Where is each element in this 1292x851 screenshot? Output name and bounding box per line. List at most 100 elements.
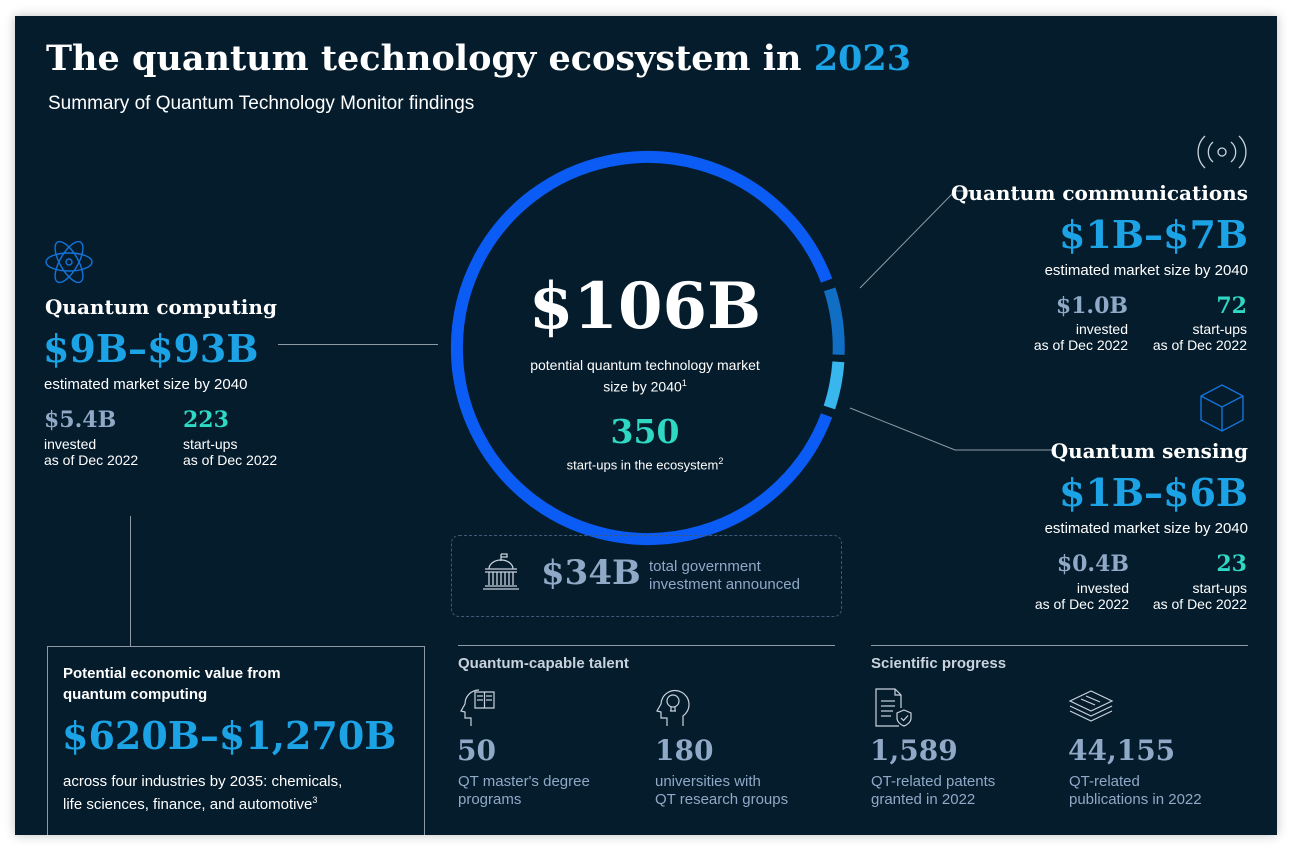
economic-value-box <box>47 646 425 835</box>
sensing-invested-line1: invested <box>1076 580 1129 596</box>
computing-range-caption: estimated market size by 2040 <box>44 376 248 393</box>
ecosystem-startups-caption: start-ups in the ecosystem2 <box>495 456 795 472</box>
talent-universities-value: 180 <box>655 734 714 767</box>
connector-lines <box>849 190 1055 451</box>
total-market-caption-line2: size by 20401 <box>495 374 795 396</box>
talent-universities-line1: universities with <box>655 773 761 790</box>
computing-connector-line <box>278 344 438 345</box>
science-patents-caption: QT-related patents granted in 2022 <box>871 773 995 809</box>
sensing-invested-caption: invested as of Dec 2022 <box>1035 580 1129 612</box>
science-publications-caption: QT-related publications in 2022 <box>1069 773 1202 809</box>
footnote-2: 2 <box>718 456 724 466</box>
total-market-caption-line1: potential quantum technology market <box>530 357 760 373</box>
sensing-startups-value: 23 <box>1216 551 1247 577</box>
sensing-startups-line2: as of Dec 2022 <box>1152 596 1247 612</box>
communications-invested-line1: invested <box>1075 321 1128 337</box>
science-patents-line1: QT-related patents <box>871 773 996 790</box>
title-text: The quantum technology ecosystem in <box>46 38 814 79</box>
page-title: The quantum technology ecosystem in 2023 <box>46 38 911 79</box>
talent-heading: Quantum-capable talent <box>458 655 629 672</box>
economic-value-title: Potential economic value from quantum co… <box>63 663 281 705</box>
economic-caption-line1: across four industries by 2035: chemical… <box>63 773 343 790</box>
head-lightbulb-icon <box>653 686 693 728</box>
talent-divider <box>458 645 835 646</box>
total-market-value: $106B <box>528 269 762 344</box>
signal-waves-icon <box>1191 132 1253 172</box>
sensing-connector-line <box>849 407 1055 451</box>
science-heading: Scientific progress <box>871 655 1007 672</box>
computing-invested-line2: as of Dec 2022 <box>44 452 139 468</box>
sensing-market-range: $1B–$6B <box>1059 470 1248 515</box>
ecosystem-startups-text: start-ups in the ecosystem <box>566 457 719 473</box>
computing-startups-line2: as of Dec 2022 <box>183 452 278 468</box>
government-building-icon <box>481 552 521 592</box>
communications-invested-caption: invested as of Dec 2022 <box>1034 321 1128 353</box>
government-investment-box <box>451 535 842 617</box>
sensing-startups-caption: start-ups as of Dec 2022 <box>1153 580 1247 612</box>
patent-document-icon <box>873 686 913 728</box>
communications-startups-line2: as of Dec 2022 <box>1152 337 1247 353</box>
talent-programs-line2: programs <box>458 791 522 808</box>
economic-value-amount: $620B–$1,270B <box>62 713 397 758</box>
publications-stack-icon <box>1067 688 1115 724</box>
computing-startups-value: 223 <box>183 407 229 433</box>
computing-startups-caption: start-ups as of Dec 2022 <box>183 436 277 468</box>
communications-title: Quantum communications <box>950 181 1248 205</box>
science-patents-value: 1,589 <box>870 734 958 767</box>
ring-segment-sensing <box>823 361 845 410</box>
sensing-startups-line1: start-ups <box>1192 580 1247 596</box>
ecosystem-startups-value: 350 <box>610 412 680 451</box>
sensing-invested-value: $0.4B <box>1056 551 1129 577</box>
page-subtitle: Summary of Quantum Technology Monitor fi… <box>48 93 475 114</box>
sensing-range-caption: estimated market size by 2040 <box>1044 520 1248 537</box>
atom-icon <box>43 236 95 288</box>
talent-universities-line2: QT research groups <box>655 791 789 808</box>
computing-economic-connector-line <box>130 516 131 646</box>
talent-universities-caption: universities with QT research groups <box>655 773 788 809</box>
science-publications-line2: publications in 2022 <box>1069 791 1202 808</box>
communications-market-range: $1B–$7B <box>1059 212 1248 257</box>
computing-startups-line1: start-ups <box>183 436 238 452</box>
footnote-1: 1 <box>681 378 687 388</box>
economic-caption-text: life sciences, finance, and automotive <box>63 796 313 813</box>
head-book-icon <box>457 686 497 728</box>
ring-segment-communications <box>823 287 845 355</box>
computing-invested-value: $5.4B <box>44 407 117 433</box>
computing-market-range: $9B–$93B <box>43 326 259 371</box>
title-year: 2023 <box>813 38 912 79</box>
computing-title: Quantum computing <box>45 295 277 319</box>
infographic-panel: The quantum technology ecosystem in 2023… <box>15 16 1277 835</box>
sensing-invested-line2: as of Dec 2022 <box>1034 596 1129 612</box>
science-publications-value: 44,155 <box>1068 734 1176 767</box>
sensing-title: Quantum sensing <box>1050 439 1248 463</box>
footnote-3: 3 <box>312 795 318 805</box>
economic-value-caption: across four industries by 2035: chemical… <box>63 773 342 814</box>
cube-icon <box>1197 382 1247 434</box>
communications-startups-line1: start-ups <box>1192 321 1247 337</box>
communications-invested-line2: as of Dec 2022 <box>1033 337 1128 353</box>
communications-startups-value: 72 <box>1216 293 1247 319</box>
talent-programs-caption: QT master's degree programs <box>458 773 590 809</box>
computing-invested-caption: invested as of Dec 2022 <box>44 436 138 468</box>
economic-caption-line2: life sciences, finance, and automotive3 <box>63 791 342 814</box>
ring-segment-computing <box>450 151 833 545</box>
talent-programs-line1: QT master's degree <box>458 773 590 790</box>
communications-startups-caption: start-ups as of Dec 2022 <box>1153 321 1247 353</box>
talent-programs-value: 50 <box>457 734 496 767</box>
science-publications-line1: QT-related <box>1069 773 1140 790</box>
communications-connector-line <box>859 190 973 289</box>
government-caption-line1: total government <box>649 558 761 575</box>
government-caption-line2: investment announced <box>649 576 800 593</box>
communications-range-caption: estimated market size by 2040 <box>1044 262 1248 279</box>
market-ring <box>450 151 845 545</box>
communications-invested-value: $1.0B <box>1055 293 1128 319</box>
government-investment-caption: total government investment announced <box>649 558 800 594</box>
science-patents-line2: granted in 2022 <box>871 791 976 808</box>
economic-title-line2: quantum computing <box>63 686 208 703</box>
science-divider <box>871 645 1248 646</box>
total-market-caption-text: size by 2040 <box>603 378 682 395</box>
computing-invested-line1: invested <box>44 436 97 452</box>
government-investment-value: $34B <box>541 553 641 593</box>
total-market-caption: potential quantum technology market size… <box>495 356 795 396</box>
economic-title-line1: Potential economic value from <box>63 665 281 682</box>
